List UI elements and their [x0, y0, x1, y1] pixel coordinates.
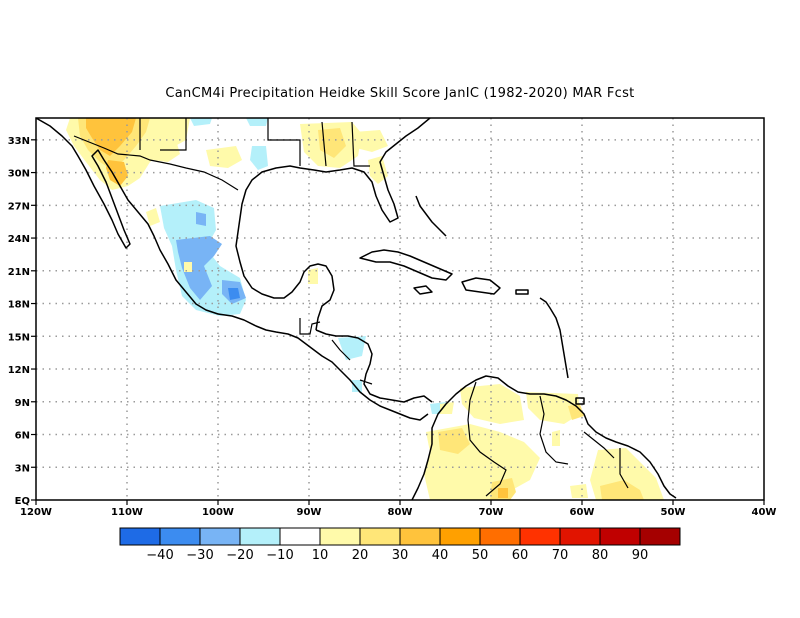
border-us-mexico [73, 135, 239, 191]
lon-tick-label: 120W [20, 507, 52, 518]
shade-chihuahua-pale [206, 146, 242, 168]
lat-tick-label: 27N [8, 201, 30, 212]
colorbar: −40 −30 −20 −10 10 20 30 40 50 60 70 80 90 [119, 527, 681, 563]
shade-sa-light-guiana [600, 480, 644, 500]
colorbar-label: 80 [592, 548, 609, 563]
colorbar-swatch [279, 527, 321, 546]
coast-hispaniola [461, 277, 501, 295]
lat-tick-label: 15N [8, 332, 30, 343]
colorbar-label: −10 [266, 548, 293, 563]
lon-tick-label: 60W [570, 507, 595, 518]
map-title: CanCM4i Precipitation Heidke Skill Score… [165, 86, 635, 101]
skill-shading [66, 118, 664, 500]
coast-trinidad [575, 397, 585, 405]
colorbar-swatch [599, 527, 641, 546]
colorbar-label: 60 [512, 548, 529, 563]
colorbar-label: 20 [352, 548, 369, 563]
shade-yucatan-pale [308, 268, 318, 284]
longitude-axis: 120W 110W 100W 90W 80W 70W 60W 50W 40W [20, 500, 776, 518]
shade-cmex-pale [184, 262, 192, 272]
coast-gulf [235, 118, 431, 331]
shade-florida-pale [368, 156, 388, 184]
colorbar-label: 10 [312, 548, 329, 563]
lon-tick-label: 90W [297, 507, 322, 518]
colorbar-swatch [479, 527, 521, 546]
colorbar-swatch [159, 527, 201, 546]
shade-nw-mexico-mid [86, 118, 136, 156]
colorbar-label: 70 [552, 548, 569, 563]
border-us-states [139, 118, 370, 167]
lon-tick-label: 70W [479, 507, 504, 518]
colorbar-label: −20 [226, 548, 253, 563]
shade-sa-light-venezuela [568, 404, 584, 420]
lat-tick-label: 30N [8, 169, 30, 180]
shade-sonora-mid [106, 160, 128, 186]
lat-tick-label: 12N [8, 365, 30, 376]
graticule [36, 118, 764, 500]
lat-tick-label: 3N [15, 463, 30, 474]
latitude-axis: EQ 3N 6N 9N 12N 15N 18N 21N 24N 27N 30N 33N [8, 136, 36, 507]
border-sa-interior [467, 381, 629, 497]
colorbar-swatch [439, 527, 481, 546]
border-guatemala [299, 318, 373, 385]
shade-nicaragua-light [352, 380, 362, 392]
lat-tick-label: 6N [15, 431, 30, 442]
colorbar-label: −30 [186, 548, 213, 563]
coast-puerto-rico [515, 289, 529, 295]
colorbar-label: 30 [392, 548, 409, 563]
coast-cuba [359, 249, 453, 281]
colorbar-swatch [559, 527, 601, 546]
coast-south-america [411, 375, 677, 500]
map-frame [35, 117, 765, 501]
colorbar-swatch [639, 527, 681, 546]
colorbar-label: 50 [472, 548, 489, 563]
lon-tick-label: 40W [752, 507, 777, 518]
shade-georgia-pale [354, 130, 388, 152]
coast-pacific-north [36, 118, 429, 421]
coast-jamaica [413, 285, 433, 295]
shade-nw-lightblue-2 [246, 118, 268, 126]
lat-tick-label: 24N [8, 234, 30, 245]
shade-cmex-mid [176, 236, 222, 300]
colorbar-swatch [359, 527, 401, 546]
shade-texas-pale [250, 146, 268, 170]
shade-nm-pale [150, 140, 180, 162]
colorbar-label: 40 [432, 548, 449, 563]
lon-tick-label: 80W [388, 507, 413, 518]
shade-sa-pale-se [552, 430, 560, 446]
shade-sa-pale-west [440, 402, 454, 414]
lon-tick-label: 110W [111, 507, 143, 518]
lat-tick-label: 18N [8, 300, 30, 311]
shade-cmex-north-mid [196, 212, 206, 226]
coast-bahamas [415, 195, 447, 237]
lon-tick-label: 100W [202, 507, 234, 518]
shade-sa-light-brazil [570, 484, 588, 498]
shade-sa-pale-north [460, 384, 524, 424]
coast-central-america [315, 329, 433, 403]
lat-tick-label: 33N [8, 136, 30, 147]
colorbar-label: 90 [632, 548, 649, 563]
shade-smex-dark [228, 288, 240, 300]
colorbar-swatch [239, 527, 281, 546]
lat-tick-label: 21N [8, 267, 30, 278]
political-borders [73, 118, 629, 497]
coast-antilles [539, 297, 569, 379]
colorbar-swatch [519, 527, 561, 546]
shade-baja-pale [146, 208, 160, 226]
lat-tick-label: EQ [15, 496, 30, 507]
coastlines [36, 118, 677, 500]
shade-sa-mid-south [498, 488, 508, 498]
colorbar-swatch [399, 527, 441, 546]
colorbar-swatch [119, 527, 161, 546]
lat-tick-label: 9N [15, 398, 30, 409]
shade-nw-lightblue [190, 118, 212, 126]
lon-tick-label: 50W [661, 507, 686, 518]
colorbar-label: −40 [146, 548, 173, 563]
shade-honduras-light [338, 336, 366, 360]
colorbar-swatch [199, 527, 241, 546]
colorbar-swatch [319, 527, 361, 546]
